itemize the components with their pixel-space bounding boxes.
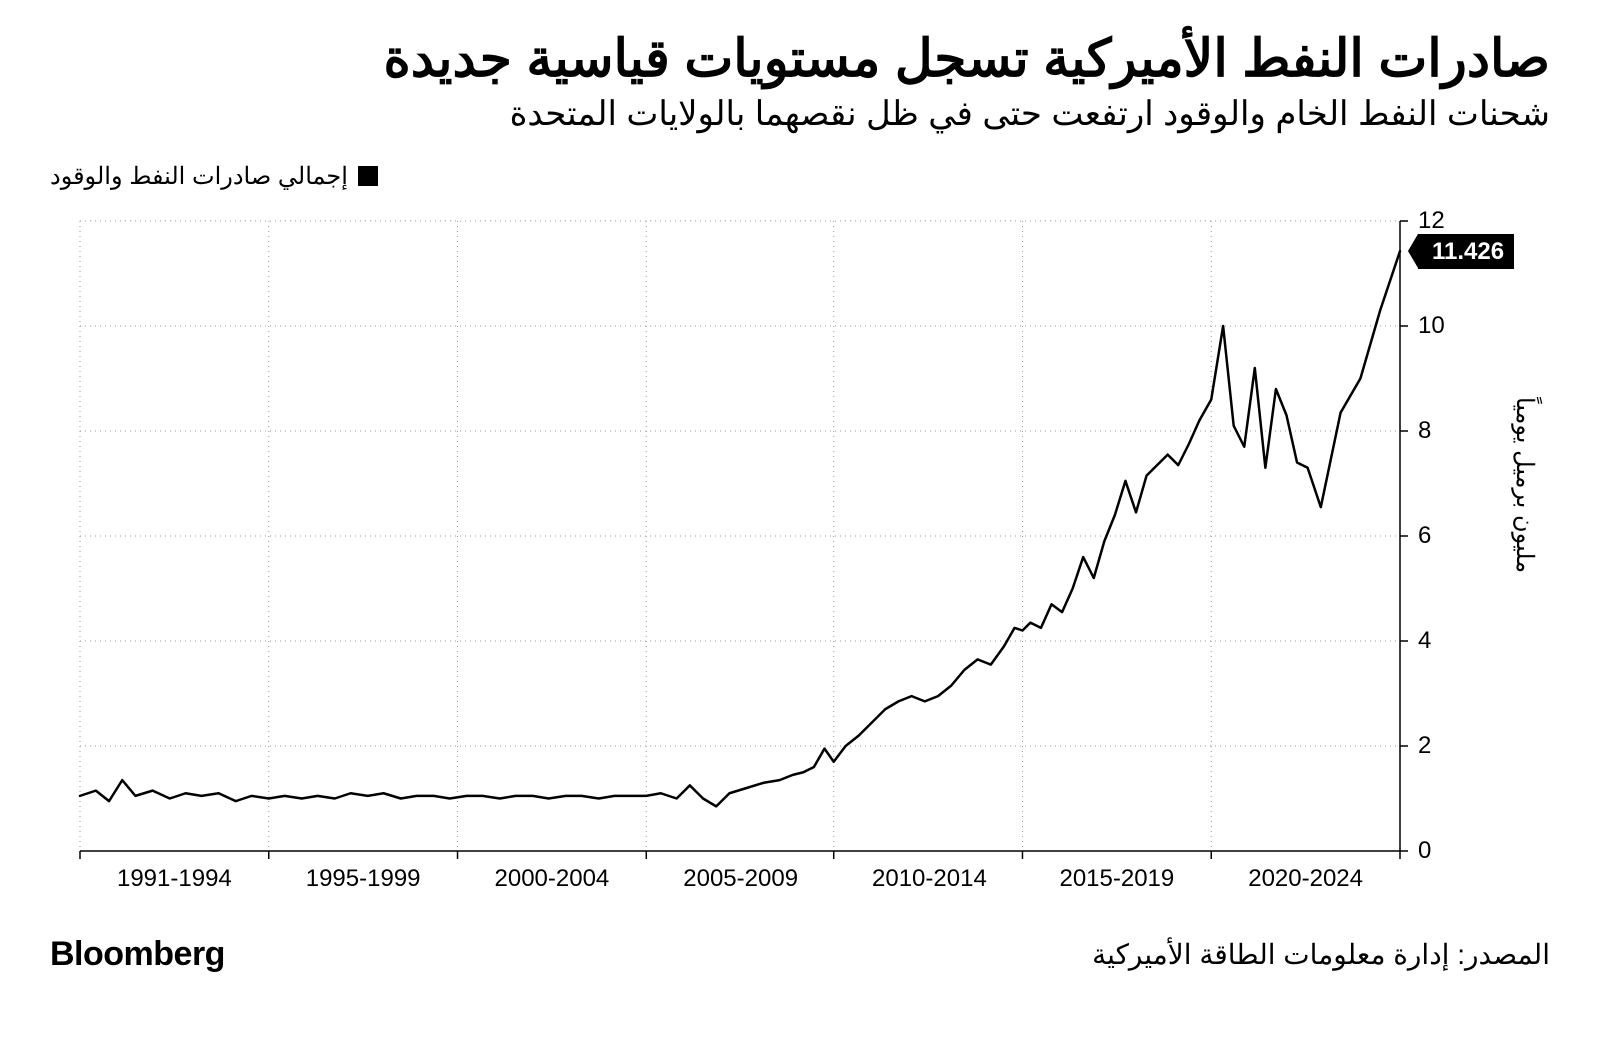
footer: Bloomberg المصدر: إدارة معلومات الطاقة ا…	[50, 935, 1550, 974]
chart-svg	[50, 211, 1550, 911]
legend: إجمالي صادرات النفط والوقود	[50, 162, 1550, 191]
source-text: المصدر: إدارة معلومات الطاقة الأميركية	[1092, 938, 1550, 971]
chart-title: صادرات النفط الأميركية تسجل مستويات قياس…	[50, 30, 1550, 90]
brand-logo: Bloomberg	[50, 935, 225, 974]
legend-label: إجمالي صادرات النفط والوقود	[50, 162, 348, 191]
chart-area: 0246810121991-19941995-19992000-20042005…	[50, 211, 1550, 911]
legend-swatch	[358, 166, 378, 186]
chart-subtitle: شحنات النفط الخام والوقود ارتفعت حتى في …	[50, 94, 1550, 134]
